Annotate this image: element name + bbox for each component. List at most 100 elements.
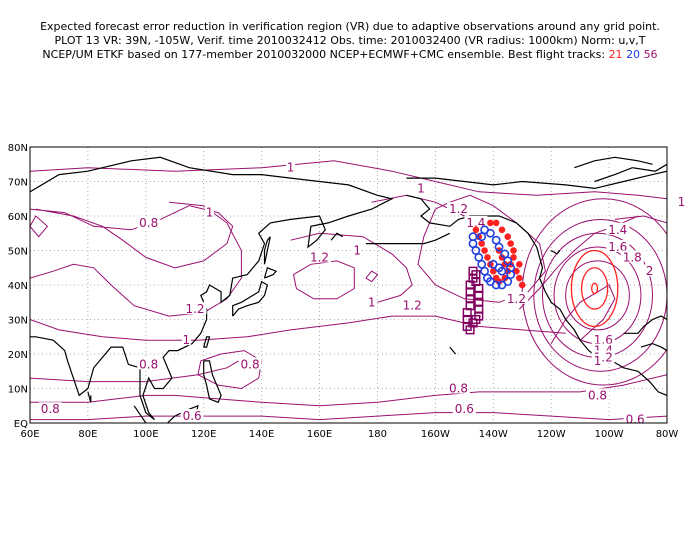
contour-label-bg <box>352 243 362 256</box>
contour-label-bg <box>676 195 686 208</box>
contour-line <box>30 205 234 269</box>
contour-label-bg <box>205 205 215 218</box>
track-marker <box>516 274 523 282</box>
contour-line <box>30 360 239 383</box>
plot-frame <box>29 146 668 424</box>
coastline <box>263 236 271 265</box>
lat-tick-label: 50N <box>8 247 28 258</box>
contour-line <box>30 215 49 238</box>
coastline <box>30 156 394 421</box>
track-marker <box>498 254 506 261</box>
contour-label: 0.8 <box>588 388 607 402</box>
track-marker <box>484 254 491 261</box>
contour-label-bg <box>137 357 161 370</box>
coastline <box>263 267 278 279</box>
lon-tick-label: 160W <box>421 429 450 440</box>
contour-line <box>290 232 413 303</box>
plot-title-line-3-text: NCEP/UM ETKF based on 177-member 2010032… <box>42 48 609 61</box>
lat-tick-label: 30N <box>8 316 28 327</box>
contour-label: 1.2 <box>185 302 204 316</box>
contour-line <box>197 350 263 390</box>
contour-label-bg <box>400 298 424 311</box>
contour-label-bg <box>623 412 647 425</box>
flight-tracks <box>462 219 526 335</box>
lat-tick-label: 80N <box>8 143 28 154</box>
contour-line <box>417 194 546 303</box>
contour-label-bg <box>416 181 426 194</box>
track-marker <box>513 267 520 275</box>
lon-tick-label: 120E <box>191 429 216 440</box>
contour-label: 1 <box>594 354 602 368</box>
lat-tick-label: 40N <box>8 281 28 292</box>
lat-tick-label: 20N <box>8 350 28 361</box>
contour-label: 0.6 <box>455 402 474 416</box>
contour-label-bg <box>238 357 262 370</box>
plot-title-line-1: Expected forecast error reduction in ver… <box>40 20 660 33</box>
contour-label: 1 <box>206 206 214 220</box>
vr-circle <box>570 249 619 328</box>
track-marker <box>510 254 517 261</box>
track-marker <box>498 226 506 234</box>
lat-tick-label: 70N <box>8 178 28 189</box>
contour-label: 0.8 <box>449 382 468 396</box>
coastline <box>133 405 147 423</box>
coastline <box>406 170 667 190</box>
contour-label: 2 <box>646 264 654 278</box>
coastline <box>232 280 269 317</box>
track-label-purple: 56 <box>643 48 658 61</box>
lon-tick-label: 140W <box>479 429 508 440</box>
track-marker <box>507 240 514 247</box>
contour-label-bg <box>38 402 62 415</box>
track-marker <box>501 274 509 282</box>
contour-label-bg <box>183 302 207 315</box>
contour-label: 1.2 <box>449 202 468 216</box>
contour-label-bg <box>447 381 471 394</box>
coastline <box>203 336 211 348</box>
contour-lines <box>30 160 667 421</box>
coastline <box>449 346 457 355</box>
contour-line <box>614 215 667 224</box>
contour-label-bg <box>606 222 630 235</box>
contour-label: 0.8 <box>139 357 158 371</box>
contour-line <box>365 270 379 283</box>
contour-line <box>30 201 242 317</box>
coastline <box>87 391 92 403</box>
contour-label-bg <box>606 240 630 253</box>
coastline <box>594 163 667 183</box>
contour-line <box>30 315 566 341</box>
contour-line <box>30 160 667 200</box>
track-marker <box>478 240 485 247</box>
track-marker <box>491 280 501 290</box>
lat-tick-label: EQ <box>14 419 28 430</box>
contour-label-bg <box>586 388 610 401</box>
flight-track-20 <box>468 225 516 290</box>
coastline <box>574 156 653 169</box>
track-marker <box>495 278 503 285</box>
verification-region-circles <box>570 249 619 328</box>
coastline <box>640 342 667 352</box>
coastline <box>330 232 344 241</box>
coastline <box>365 232 451 245</box>
track-marker <box>504 267 512 275</box>
track-marker <box>492 219 500 227</box>
contour-label-bg <box>308 250 332 263</box>
lon-tick-label: 160E <box>307 429 332 440</box>
contour-label: 1.4 <box>608 223 627 237</box>
contour-label: 1.2 <box>310 250 329 264</box>
contour-label-bg <box>286 160 296 173</box>
lon-tick-label: 100W <box>595 429 624 440</box>
contour-label-bg <box>504 291 528 304</box>
contour-label-bg <box>367 295 377 308</box>
contour-label-bg <box>591 333 615 346</box>
vr-circle <box>591 282 599 295</box>
lon-tick-label: 80W <box>656 429 679 440</box>
contour-label-bg <box>452 402 476 415</box>
track-marker <box>516 261 523 268</box>
plot-title-line-3: NCEP/UM ETKF based on 177-member 2010032… <box>0 48 700 62</box>
lon-tick-label: 100E <box>133 429 158 440</box>
coastline <box>550 249 561 255</box>
contour-label: 1.8 <box>623 250 642 264</box>
